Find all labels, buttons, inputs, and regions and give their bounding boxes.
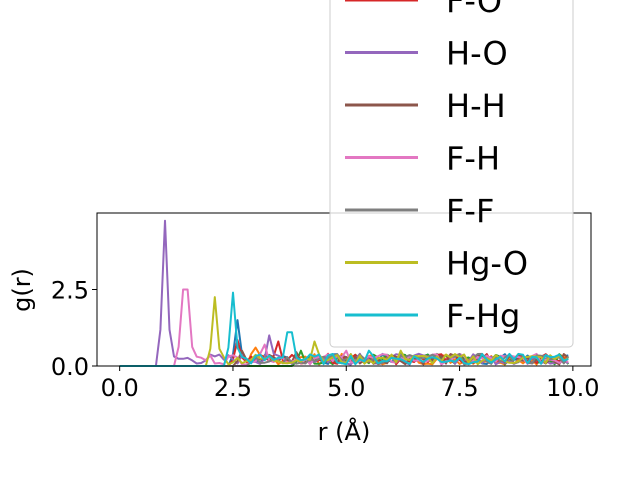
x-tick-label: 2.5 (214, 374, 252, 402)
y-axis-label: g(r) (8, 268, 36, 312)
legend: F-O H-O H-H F-H F-F Hg-O F-Hg (329, 0, 574, 348)
legend-label: F-O (446, 0, 502, 20)
legend-label: H-O (446, 35, 508, 73)
legend-label: Hg-O (446, 245, 528, 283)
x-axis-label: r (Å) (318, 417, 371, 446)
x-tick-label: 5.0 (327, 374, 365, 402)
legend-label: F-H (446, 140, 500, 178)
legend-label: F-Hg (446, 297, 520, 335)
legend-box (329, 0, 574, 348)
x-tick-label: 10.0 (546, 374, 599, 402)
y-axis: 0.0 2.5 (51, 277, 97, 381)
y-tick-label: 0.0 (51, 353, 89, 381)
y-tick-label: 2.5 (51, 277, 89, 305)
legend-label: F-F (446, 192, 494, 230)
legend-label: H-H (446, 87, 506, 125)
x-tick-label: 0.0 (101, 374, 139, 402)
x-tick-label: 7.5 (440, 374, 478, 402)
x-axis: 0.0 2.5 5.0 7.5 10.0 (101, 366, 600, 402)
